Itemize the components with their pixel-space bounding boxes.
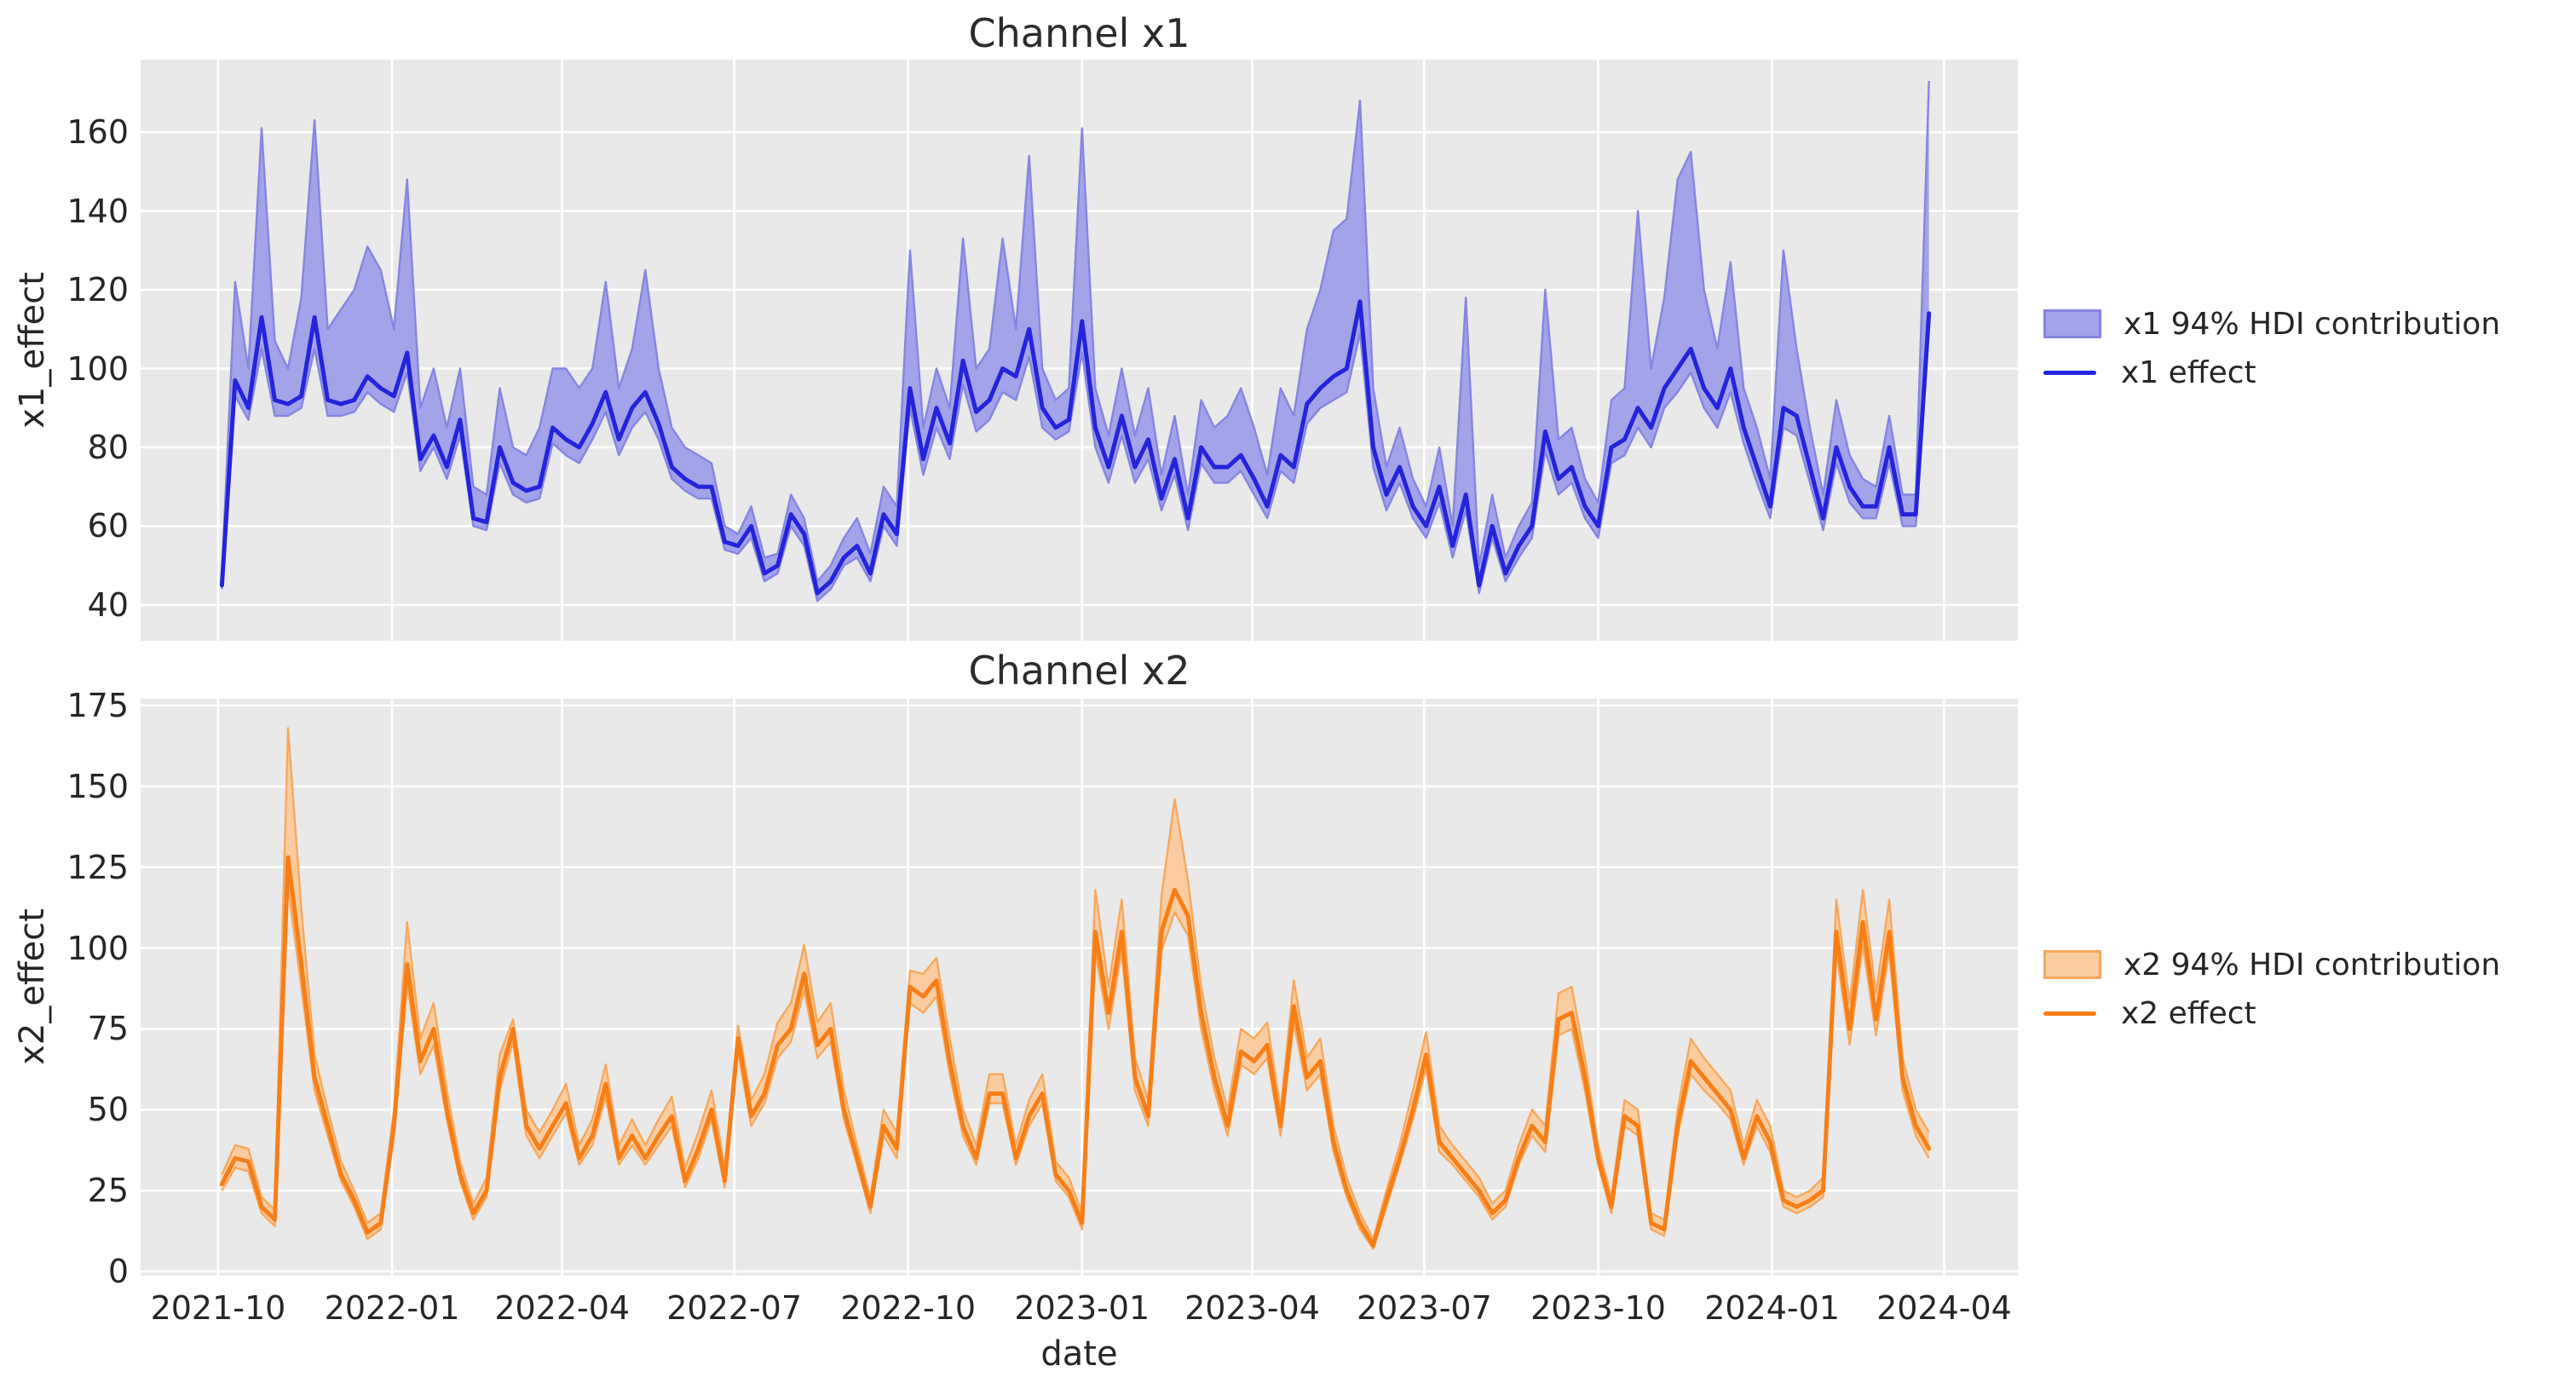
x-tick-label: 2022-04 xyxy=(494,1289,631,1327)
x-tick-label: 2024-04 xyxy=(1876,1289,2012,1327)
x-axis-label: date xyxy=(1040,1334,1118,1374)
x-tick-label: 2023-07 xyxy=(1356,1289,1492,1327)
x-tick-label: 2023-10 xyxy=(1530,1289,1666,1327)
y-tick-label-x1: 80 xyxy=(87,428,129,466)
chart-title-x2: Channel x2 xyxy=(968,648,1190,694)
x1-effect-line-swatch-icon xyxy=(2043,370,2096,375)
x-tick-label: 2022-01 xyxy=(324,1289,460,1327)
plot-area-x2 xyxy=(141,699,2018,1276)
x-tick-label: 2023-01 xyxy=(1014,1289,1150,1327)
y-tick-label-x2: 50 xyxy=(87,1091,129,1129)
legend-row-x1-effect: x1 effect xyxy=(2043,354,2500,391)
y-tick-label-x1: 60 xyxy=(87,507,129,545)
x1-hdi-band-swatch-icon xyxy=(2043,309,2101,338)
legend-label-x2-hdi: x2 94% HDI contribution xyxy=(2124,947,2501,983)
y-tick-label-x2: 125 xyxy=(66,848,129,886)
x-tick-label: 2021-10 xyxy=(150,1289,286,1327)
legend-x1: x1 94% HDI contribution x1 effect xyxy=(2043,305,2500,391)
x-tick-label: 2023-04 xyxy=(1184,1289,1320,1327)
legend-row-x2-effect: x2 effect xyxy=(2043,994,2500,1032)
chart-title-x1: Channel x1 xyxy=(968,10,1190,56)
legend-row-x2-hdi: x2 94% HDI contribution xyxy=(2043,946,2500,983)
x1-hdi-band xyxy=(222,81,1929,602)
y-tick-label-x2: 175 xyxy=(66,686,129,724)
legend-label-x1-hdi: x1 94% HDI contribution xyxy=(2124,306,2501,342)
x-tick-label: 2022-10 xyxy=(840,1289,977,1327)
x2-effect-line xyxy=(219,855,1932,1248)
y-tick-label-x2: 0 xyxy=(107,1253,129,1291)
x-tick-label: 2024-01 xyxy=(1704,1289,1840,1327)
y-tick-label-x2: 100 xyxy=(66,929,129,967)
x-tick-label: 2022-07 xyxy=(666,1289,802,1327)
y-tick-label-x1: 160 xyxy=(66,113,129,152)
legend-label-x1-effect: x1 effect xyxy=(2121,354,2256,390)
subplot-x2-canvas xyxy=(141,699,2018,1276)
y-tick-label-x1: 40 xyxy=(87,585,129,624)
legend-label-x2-effect: x2 effect xyxy=(2121,995,2256,1031)
x1-effect-line xyxy=(219,299,1932,596)
y-tick-label-x2: 25 xyxy=(87,1172,129,1210)
x1-hdi-lower-edge xyxy=(221,329,1930,602)
y-tick-label-x1: 140 xyxy=(66,192,129,230)
subplot-x1-canvas xyxy=(141,60,2018,641)
y-tick-label-x1: 120 xyxy=(66,271,129,309)
x2-effect-line-swatch-icon xyxy=(2043,1011,2096,1016)
legend-x2: x2 94% HDI contribution x2 effect xyxy=(2043,946,2500,1032)
plot-area-x1 xyxy=(141,60,2018,641)
x2-hdi-band-swatch-icon xyxy=(2043,950,2101,979)
legend-row-x1-hdi: x1 94% HDI contribution xyxy=(2043,305,2500,343)
y-tick-label-x2: 75 xyxy=(87,1010,129,1048)
x1-hdi-upper-edge xyxy=(221,80,1930,583)
y-tick-label-x1: 100 xyxy=(66,349,129,388)
y-tick-label-x2: 150 xyxy=(66,767,129,805)
